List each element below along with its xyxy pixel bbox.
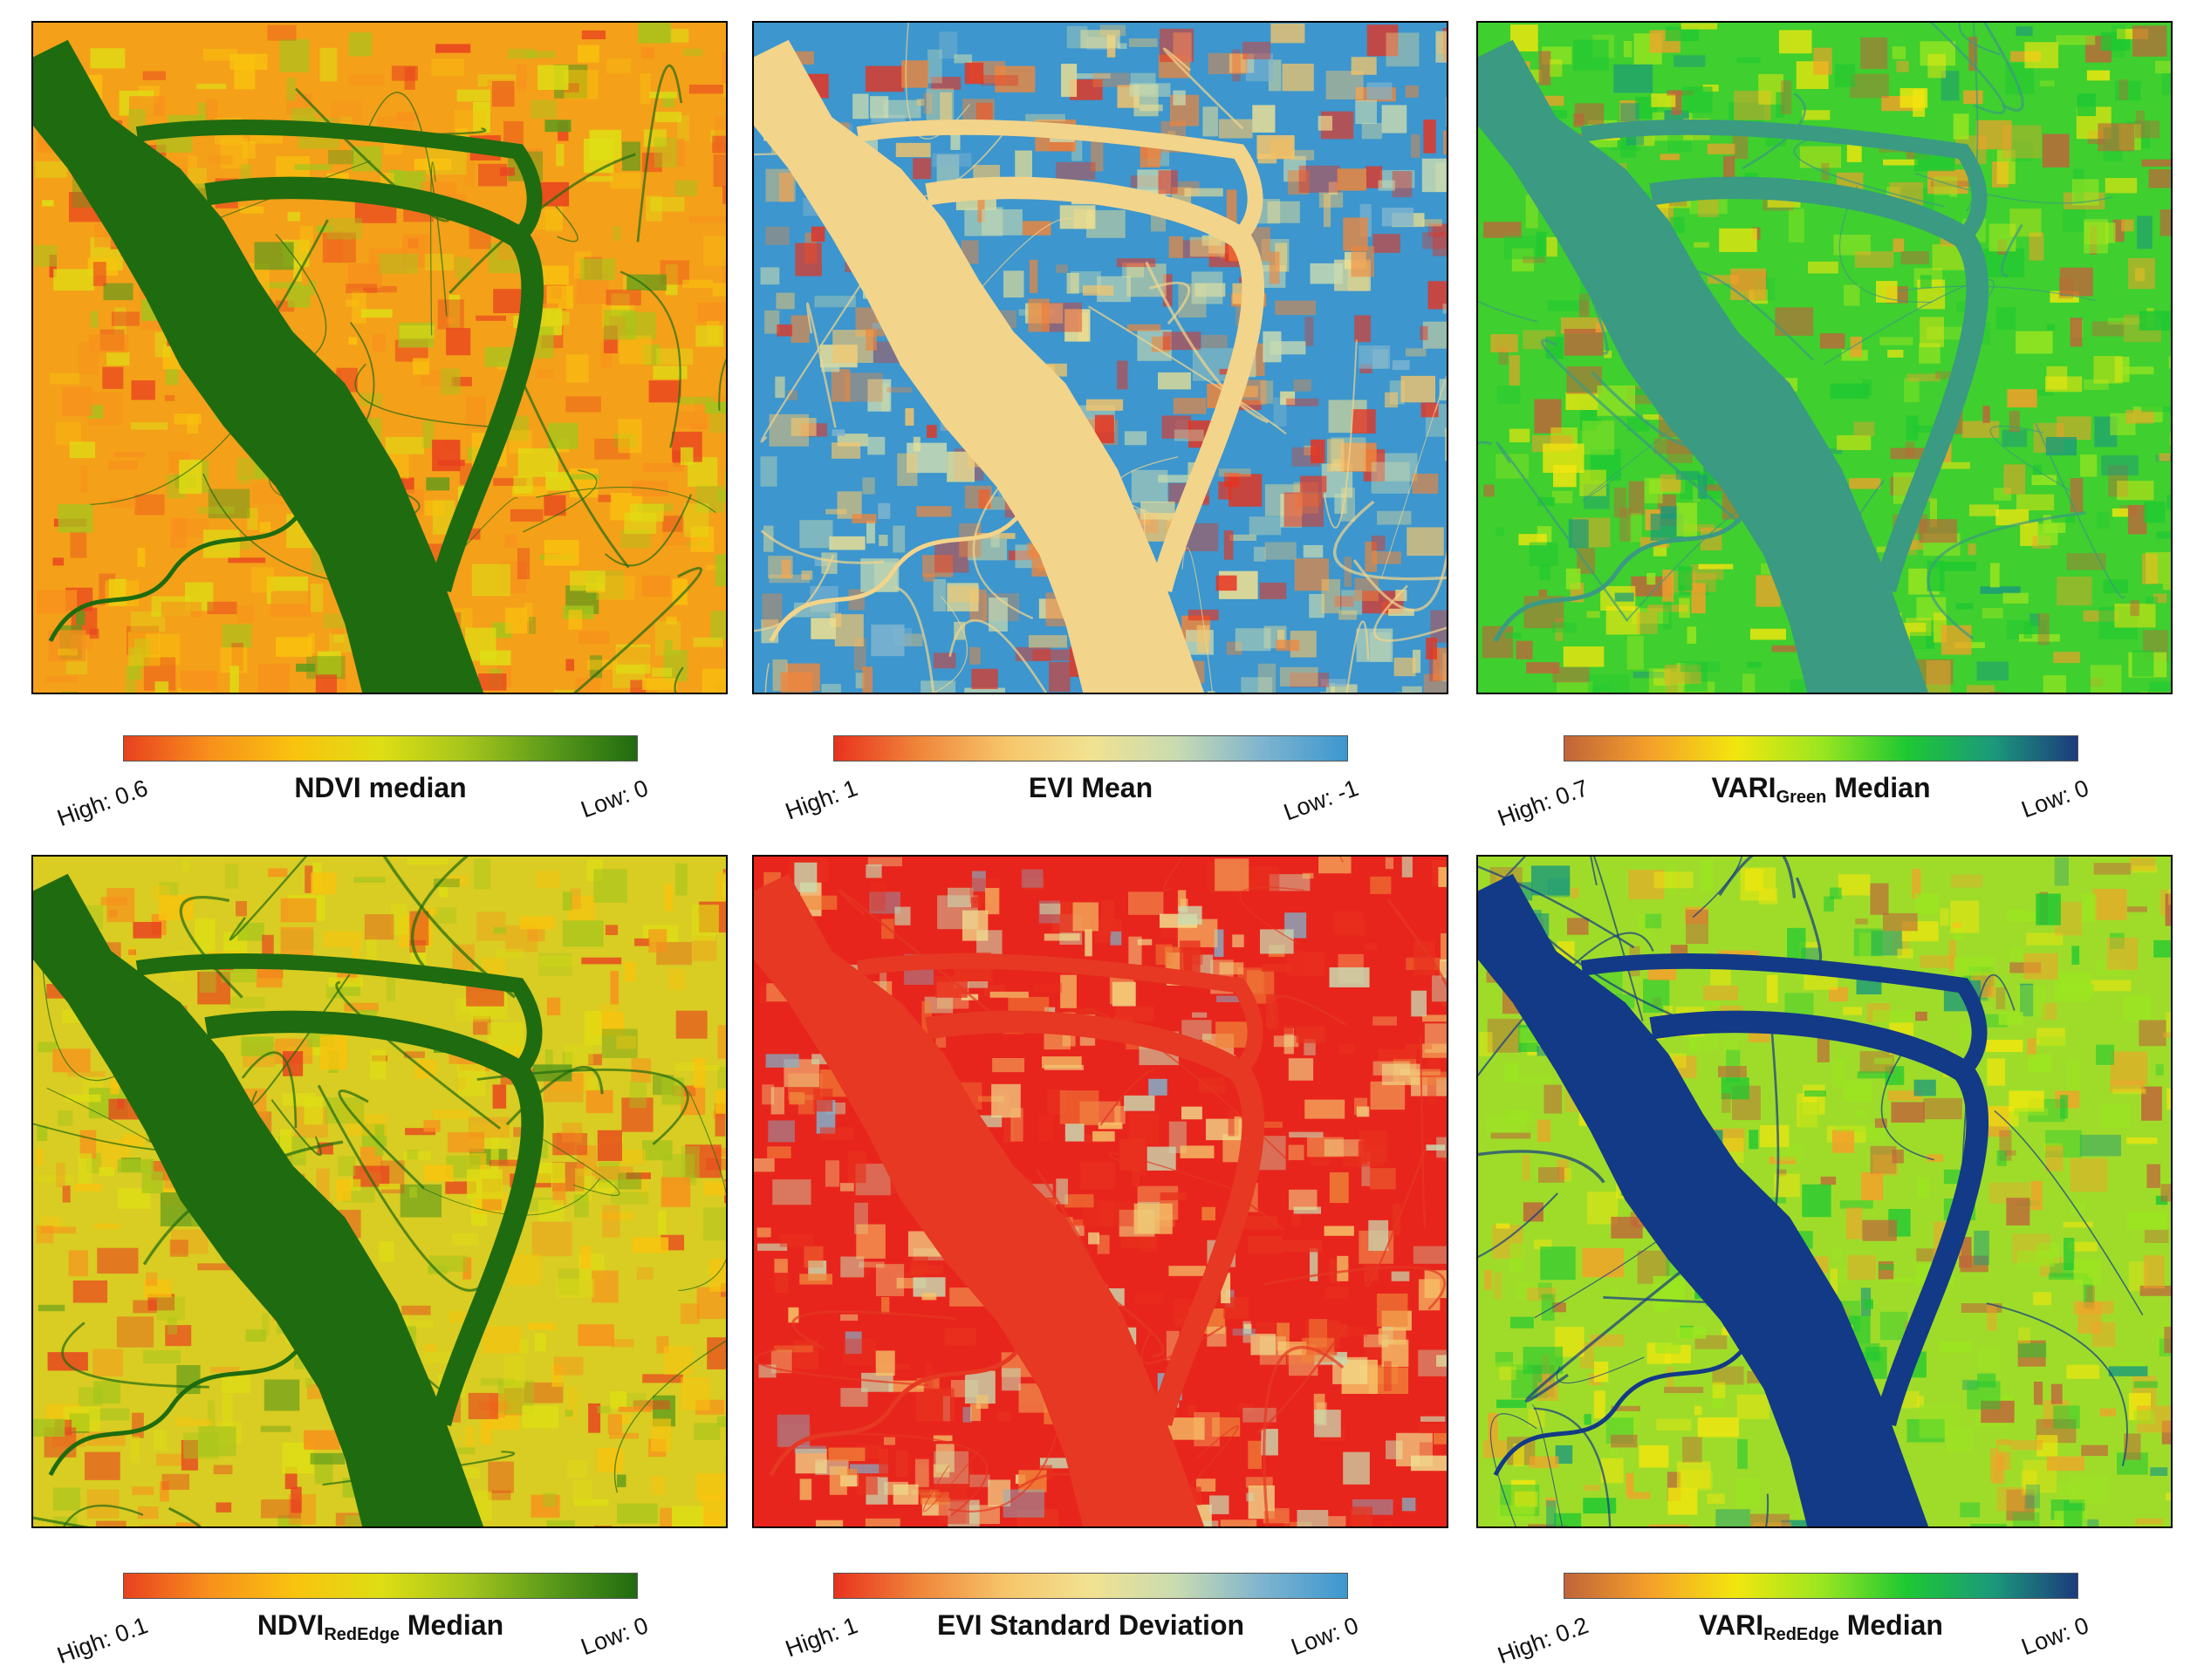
ndvi-median-high-label: High: 0.6: [53, 775, 152, 832]
ndvi-rededge-median-map: [31, 855, 728, 1528]
ndvi-rededge-median-colorbar: [123, 1573, 638, 1599]
map-raster: [1478, 23, 2171, 693]
vari-green-median-colorbar: [1564, 735, 2078, 761]
evi-mean-map: [752, 21, 1448, 694]
ndvi-median-title: NDVI median: [294, 772, 467, 803]
map-raster: [754, 857, 1447, 1526]
river: [1478, 39, 1929, 693]
ndvi-rededge-median-title: NDVIRedEdge Median: [257, 1609, 504, 1644]
map-raster: [33, 857, 726, 1526]
vari-rededge-median-colorbar: [1564, 1573, 2078, 1599]
evi-mean-colorbar: [833, 735, 1348, 761]
evi-standard-deviation-colorbar: [833, 1573, 1348, 1599]
evi-standard-deviation-map: [752, 855, 1448, 1528]
vari-rededge-median-map: [1476, 855, 2173, 1528]
evi-mean-title: EVI Mean: [1028, 772, 1153, 803]
vari-rededge-median-title: VARIRedEdge Median: [1699, 1609, 1943, 1644]
ndvi-rededge-median-high-label: High: 0.1: [53, 1612, 152, 1670]
vari-rededge-median-high-label: High: 0.2: [1494, 1612, 1592, 1670]
evi-standard-deviation-title: EVI Standard Deviation: [936, 1609, 1245, 1641]
map-raster: [754, 23, 1447, 693]
map-raster: [1478, 857, 2171, 1526]
river: [754, 873, 1205, 1526]
river: [1478, 873, 1929, 1526]
ndvi-median-map: [31, 21, 728, 694]
evi-mean-high-label: High: 1: [782, 775, 862, 825]
ndvi-median-colorbar: [123, 735, 638, 761]
vari-green-median-map: [1476, 21, 2173, 694]
map-raster: [33, 23, 726, 693]
vari-green-median-title: VARIGreen Median: [1711, 772, 1931, 807]
evi-standard-deviation-high-label: High: 1: [782, 1612, 862, 1663]
vari-green-median-high-label: High: 0.7: [1494, 775, 1592, 832]
river: [33, 873, 484, 1526]
river: [33, 39, 484, 693]
river: [754, 39, 1205, 693]
